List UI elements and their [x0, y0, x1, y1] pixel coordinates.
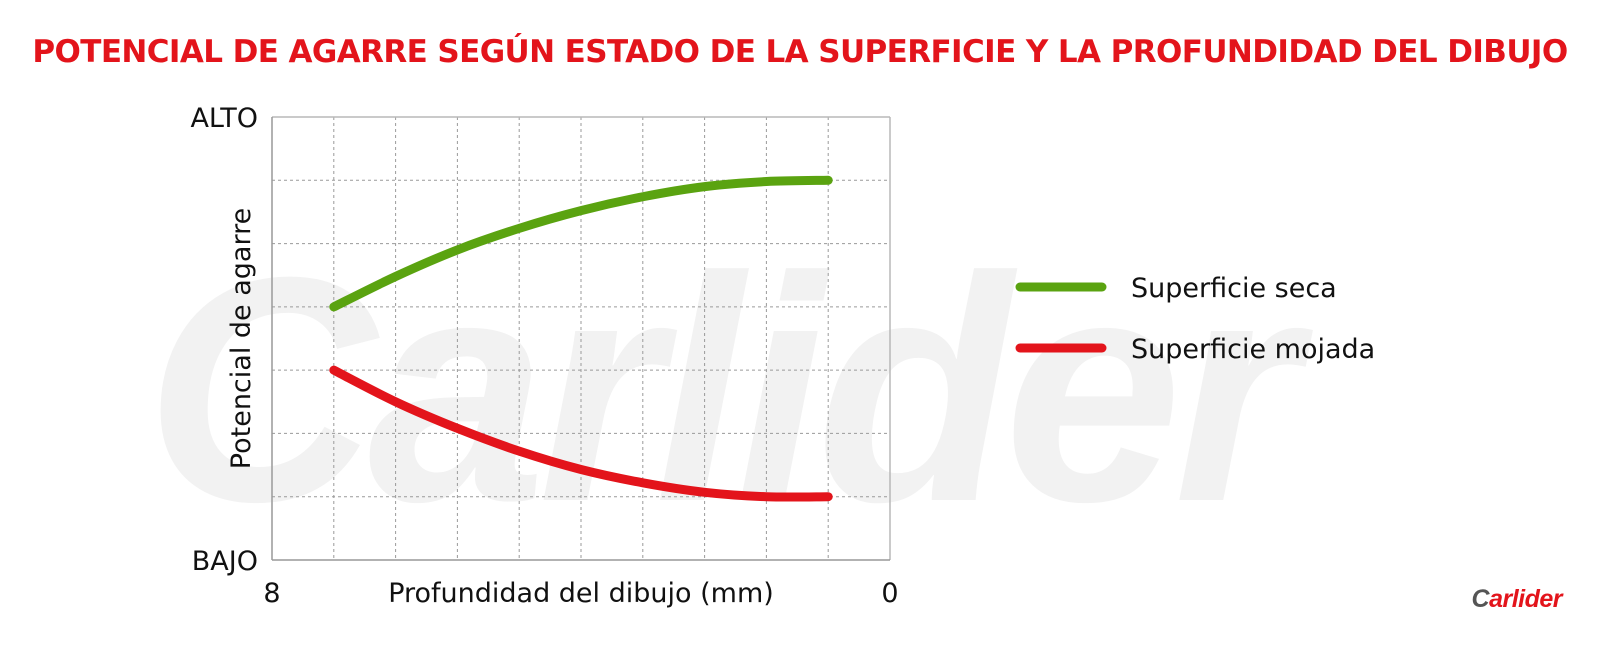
x-tick-label: 0: [881, 578, 898, 609]
logo-initial: C: [1471, 585, 1490, 613]
y-tick-label: BAJO: [192, 546, 258, 577]
chart-title: POTENCIAL DE AGARRE SEGÚN ESTADO DE LA S…: [32, 34, 1568, 70]
axes: [271, 116, 891, 561]
watermark: Carlider: [145, 210, 1322, 568]
legend-label-2: Superficie mojada: [1131, 334, 1375, 365]
y-tick-label: ALTO: [190, 103, 258, 134]
y-axis-label: Potencial de agarre: [226, 208, 257, 469]
legend-label-1: Superficie seca: [1131, 273, 1337, 304]
logo-rest: arlider: [1489, 585, 1562, 613]
brand-logo: Carlider: [1472, 585, 1563, 614]
legend: Superficie seca Superficie mojada: [1015, 273, 1375, 365]
x-axis-label: Profundidad del dibujo (mm): [388, 578, 774, 609]
watermark-text: Carlider: [145, 210, 1314, 568]
series-line-2: [329, 365, 833, 502]
series: [329, 175, 833, 502]
x-tick-label: 8: [263, 578, 280, 609]
series-line-1: [329, 175, 833, 312]
